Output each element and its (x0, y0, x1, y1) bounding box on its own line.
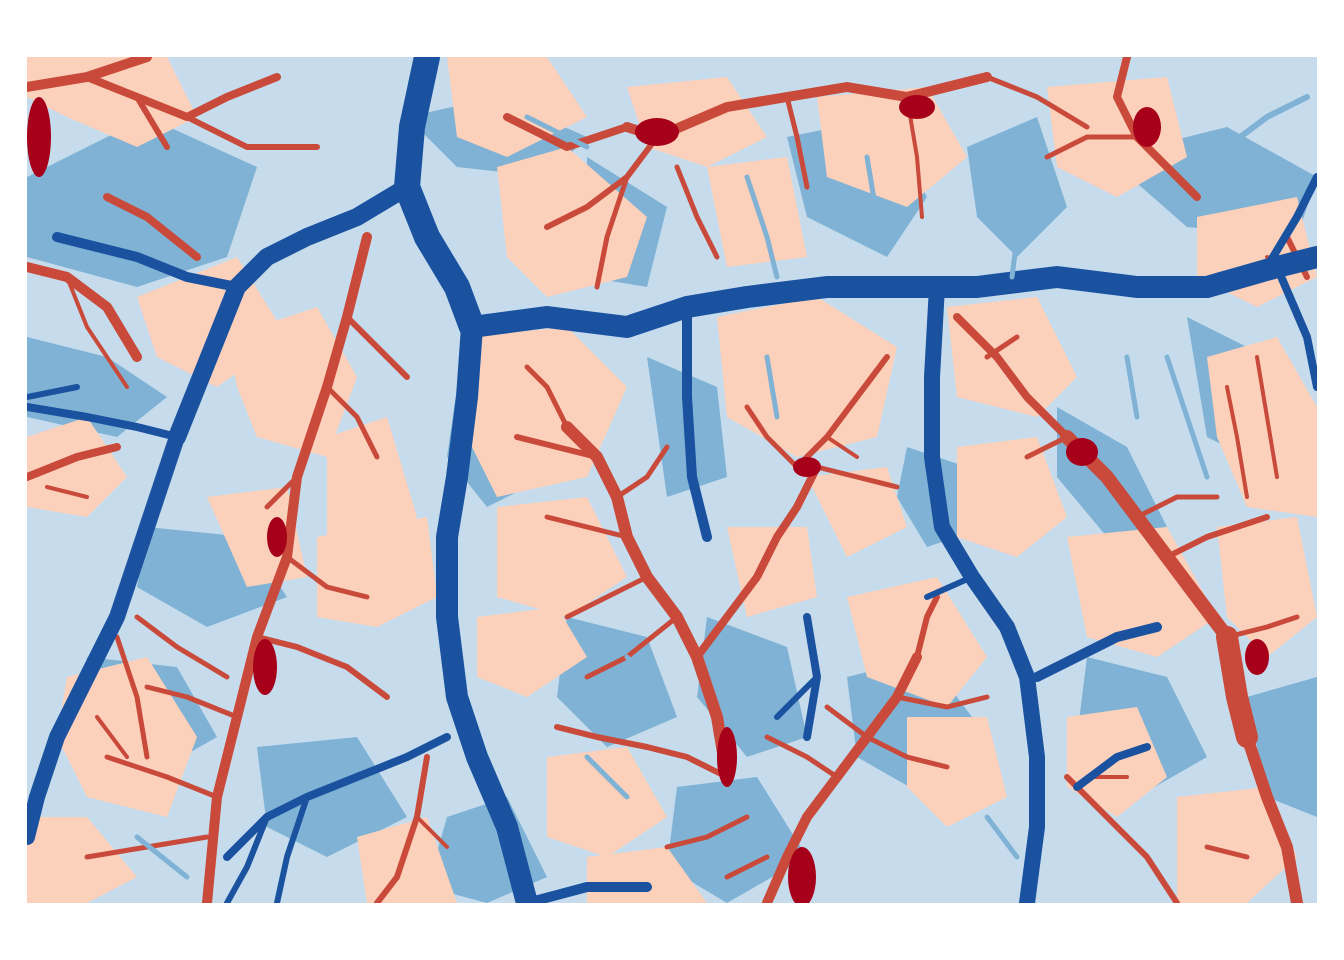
dark-red-nodes (27, 95, 1269, 903)
map-frame (27, 57, 1317, 903)
red-channels-center (503, 57, 1310, 903)
red-channels (27, 57, 449, 903)
mid-blue-channels (84, 94, 1310, 880)
dark-blue-valleys (27, 57, 1317, 903)
classified-terrain-map (27, 57, 1317, 903)
